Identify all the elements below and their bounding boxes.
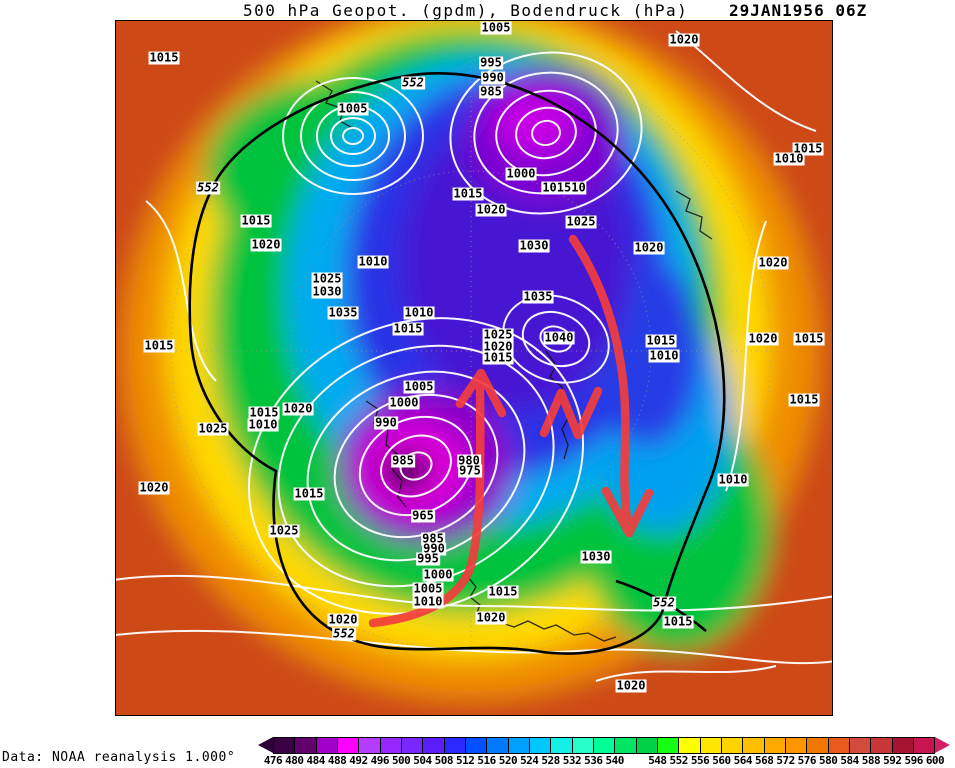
colorbar-tick-label: 484 (306, 754, 326, 767)
colorbar-tick-label: 504 (413, 754, 432, 767)
colorbar-segment (615, 738, 637, 753)
colorbar-segment (636, 738, 658, 753)
colorbar-tick-label: 496 (370, 754, 390, 767)
page-title: 500 hPa Geopot. (gpdm), Bodendruck (hPa) (243, 1, 689, 20)
colorbar-segment (593, 738, 616, 753)
up-arrow-head (455, 368, 507, 418)
credits: Data: NOAA reanalysis 1.000° (C) Wetterz… (2, 720, 235, 768)
colorbar-tick-label: 528 (541, 754, 560, 767)
colorbar-tick-label: 588 (861, 754, 881, 767)
down-arrow-shaft (568, 234, 632, 524)
colorbar-tick-label: 500 (391, 754, 411, 767)
colorbar-tick-label: 532 (562, 754, 582, 767)
weather-map: 1015 1005 995 990 985 1005 1020 1015 1010 1000 101… (115, 20, 833, 716)
colorbar-segment (657, 738, 680, 753)
colorbar-tick-label: 552 (669, 754, 689, 767)
colorbar-segment (380, 738, 402, 753)
colorbar-tick-label: 556 (690, 754, 710, 767)
colorbar-tick-label: 536 (584, 754, 603, 767)
colorbar-segment (764, 738, 786, 753)
colorbar-segment (807, 738, 829, 753)
colorbar-tick-label: 480 (285, 754, 304, 767)
down-arrow-head (601, 486, 654, 538)
colorbar-tick-label: 520 (498, 754, 518, 767)
colorbar-tick-label: 524 (520, 754, 539, 767)
colorbar-tick-label: 592 (883, 754, 902, 767)
credit-data-source: Data: NOAA reanalysis 1.000° (2, 750, 236, 765)
map-datetime: 29JAN1956 06Z (729, 1, 868, 20)
colorbar-tick-label: 508 (434, 754, 454, 767)
colorbar-tick-label: 568 (754, 754, 774, 767)
colorbar-segment (700, 738, 722, 753)
colorbar-segment (444, 738, 466, 753)
colorbar-segment (274, 738, 296, 753)
up-arrow-shaft (368, 374, 485, 628)
colorbar-tick-label: 476 (263, 754, 283, 767)
colorbar-tick-label: 584 (840, 754, 859, 767)
colorbar-tick-label: 488 (327, 754, 347, 767)
colorbar-tick-label: 516 (477, 754, 496, 767)
colorbar: 476 480 484 488 492 496 500 504 508 512 516 520 524 5… (258, 737, 950, 767)
colorbar-segment (316, 738, 338, 753)
colorbar-segment (337, 738, 360, 753)
colorbar-segment (529, 738, 552, 753)
colorbar-tick-label: 560 (712, 754, 731, 767)
colorbar-segment (551, 738, 573, 753)
colorbar-segment (465, 738, 488, 753)
colorbar-tick-label: 540 (605, 754, 624, 767)
colorbar-segment (849, 738, 872, 753)
colorbar-segment (508, 738, 530, 753)
colorbar-tick-label: 600 (925, 754, 945, 767)
red-annotation-arrows (368, 234, 654, 628)
colorbar-tick-label: 548 (648, 754, 667, 767)
colorbar-tick-label: 580 (819, 754, 838, 767)
colorbar-segment (785, 738, 808, 753)
colorbar-segment (828, 738, 850, 753)
colorbar-segment (913, 738, 935, 753)
colorbar-segment (295, 738, 317, 753)
colorbar-segment (892, 738, 914, 753)
colorbar-right-arrow-icon (935, 737, 950, 753)
colorbar-tick-label: 576 (797, 754, 817, 767)
colorbar-tick-labels: 476 480 484 488 492 496 500 504 508 512 516 520 524 5… (258, 754, 950, 767)
colorbar-segment (401, 738, 424, 753)
colorbar-left-arrow-icon (258, 737, 273, 753)
colorbar-tick-label: 564 (733, 754, 753, 767)
colorbar-segment (572, 738, 594, 753)
colorbar-segment (679, 738, 701, 753)
colorbar-segment (423, 738, 445, 753)
colorbar-tick-label: 596 (904, 754, 923, 767)
colorbar-tick-label: 512 (456, 754, 475, 767)
colorbar-segment (721, 738, 744, 753)
colorbar-segments (273, 737, 935, 754)
colorbar-tick-label: 492 (349, 754, 368, 767)
map-canvas (116, 21, 832, 715)
colorbar-segment (487, 738, 509, 753)
colorbar-segment (743, 738, 765, 753)
colorbar-tick-label: 572 (776, 754, 795, 767)
colorbar-segment (359, 738, 381, 753)
colorbar-segment (871, 738, 893, 753)
m-zigzag (539, 386, 603, 440)
